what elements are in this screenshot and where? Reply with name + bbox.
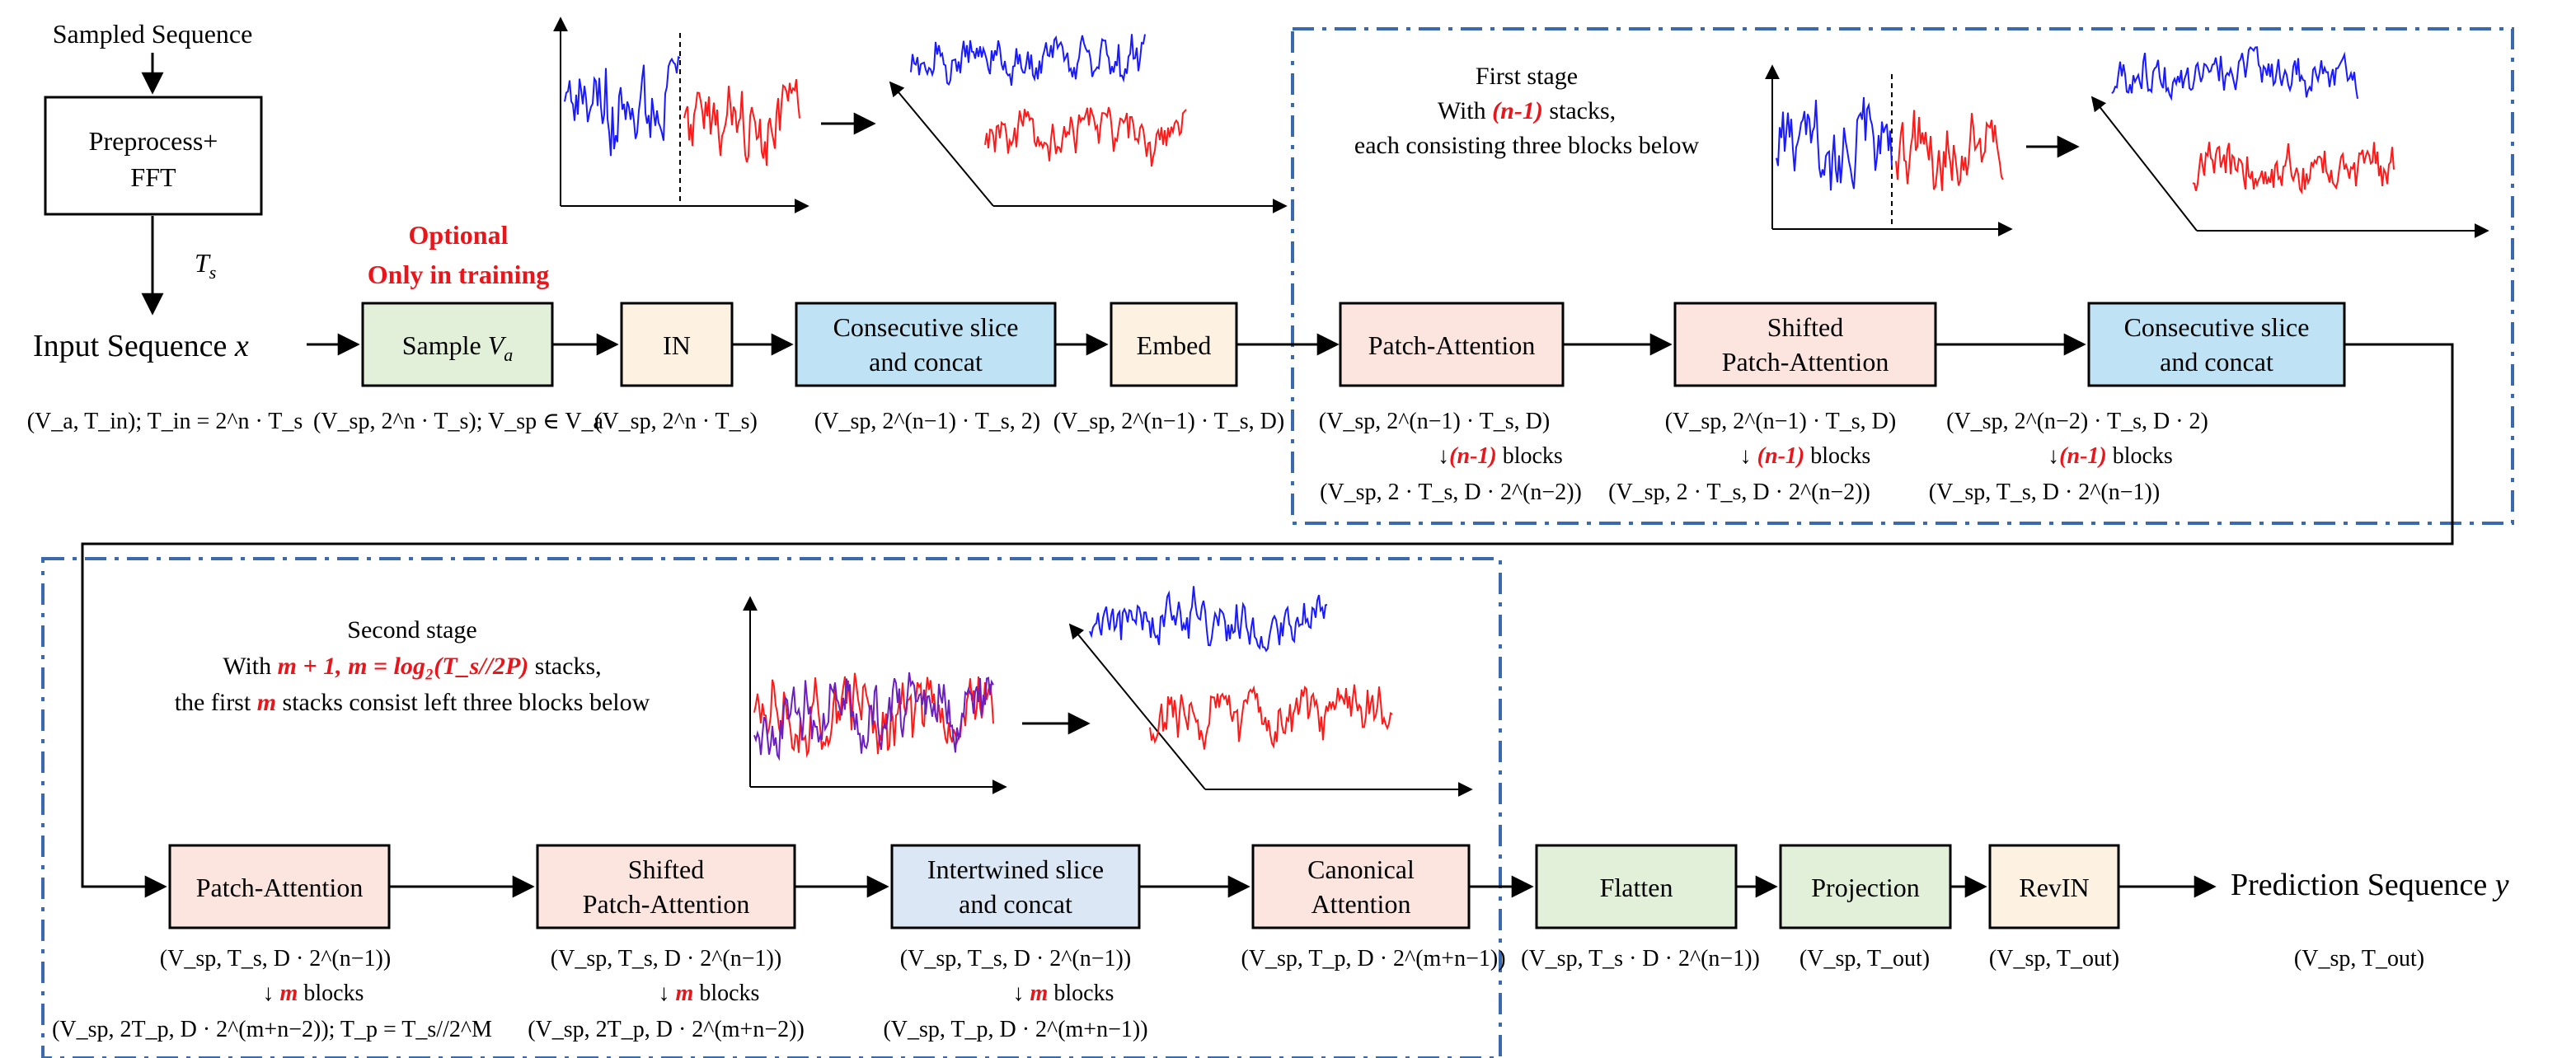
stage1-slice-label-2: and concat	[2160, 347, 2273, 377]
series-plot-split	[553, 16, 809, 213]
projection-shape: (V_sp, T_out)	[1799, 946, 1930, 971]
revin-shape: (V_sp, T_out)	[1989, 946, 2119, 971]
s1-cs-blocks: ↓(n-1) blocks	[2048, 443, 2173, 469]
first-stage-title: First stage	[1476, 63, 1578, 90]
stage2-canonical-label-1: Canonical	[1307, 854, 1415, 884]
series-plot-stacked-stage2	[1068, 586, 1473, 797]
optional-label: Optional	[409, 220, 509, 250]
revin-label: RevIN	[2019, 873, 2089, 902]
stage2-shifted-label-2: Patch-Attention	[583, 889, 750, 919]
series-blue-line	[564, 56, 681, 157]
stage1-slice-label-1: Consecutive slice	[2124, 312, 2310, 342]
series-blue-line	[1776, 96, 1893, 191]
series-plot-stacked	[889, 34, 1288, 213]
series-red-line	[984, 106, 1187, 167]
s1-cs-shape-in: (V_sp, 2^(n−2) · T_s, D · 2)	[1946, 409, 2208, 434]
s1-pa-shape-out: (V_sp, 2 · T_s, D · 2^(n−2))	[1320, 480, 1582, 505]
s2-pa-shape-in: (V_sp, T_s, D · 2^(n−1))	[160, 946, 391, 971]
s2-inter-shape-out: (V_sp, T_p, D · 2^(m+n−1))	[883, 1017, 1147, 1042]
s2-pa-blocks: ↓ m blocks	[263, 981, 364, 1006]
flatten-box	[1535, 844, 1738, 929]
consecutive-slice-label-2: and concat	[869, 347, 983, 377]
s1-cs-shape-out: (V_sp, T_s, D · 2^(n−1))	[1929, 480, 2160, 505]
input-sequence-label: Input Sequence x	[33, 329, 249, 363]
stage2-shifted-label-1: Shifted	[628, 854, 704, 884]
consecutive-slice-label-1: Consecutive slice	[833, 312, 1019, 342]
series-plot-split-stage1	[1765, 64, 2013, 236]
preprocess-label: Preprocess+	[89, 126, 218, 156]
s1-spa-blocks: ↓ (n-1) blocks	[1740, 443, 1871, 469]
slice-shape: (V_sp, 2^(n−1) · T_s, 2)	[814, 409, 1040, 434]
sample-va-label: Sample Va	[402, 330, 514, 365]
s2-inter-shape-in: (V_sp, T_s, D · 2^(n−1))	[900, 946, 1131, 971]
connector-stage1-to-stage2	[81, 343, 2454, 898]
s2-inter-blocks: ↓ m blocks	[1013, 981, 1114, 1006]
first-stage-border	[1291, 27, 2514, 525]
s2-spa-shape-out: (V_sp, 2T_p, D · 2^(m+n−2))	[528, 1017, 805, 1042]
s1-spa-shape-in: (V_sp, 2^(n−1) · T_s, D)	[1665, 409, 1896, 434]
s1-spa-shape-out: (V_sp, 2 · T_s, D · 2^(n−2))	[1608, 480, 1870, 505]
stage2-patch-attention-box	[168, 844, 391, 929]
sampled-sequence-label: Sampled Sequence	[53, 19, 253, 49]
fft-label: FFT	[130, 162, 176, 192]
series-plot-stacked-stage1	[2090, 45, 2489, 238]
series-blue-line	[1089, 586, 1328, 653]
stage2-inter-label-1: Intertwined slice	[927, 854, 1104, 884]
second-stage-stacks: With m + 1, m = log₂(T_s//2P) stacks,	[223, 653, 601, 680]
series-red-line	[1895, 110, 2004, 191]
sample-va-box	[361, 302, 554, 387]
flatten-label: Flatten	[1600, 873, 1673, 902]
preprocess-fft-box	[44, 96, 263, 216]
first-stage-stacks: With (n-1) stacks,	[1438, 97, 1616, 124]
stage2-canonical-label-2: Attention	[1311, 889, 1411, 919]
s2-spa-blocks: ↓ m blocks	[659, 981, 760, 1006]
series-blue-line	[753, 672, 994, 761]
stage2-canonical-attention-box	[1251, 844, 1471, 929]
second-stage-desc: the first m stacks consist left three bl…	[175, 689, 650, 716]
prediction-sequence-label: Prediction Sequence y	[2231, 868, 2509, 902]
consecutive-slice-box	[795, 302, 1057, 387]
stage1-consecutive-slice-box	[2087, 302, 2346, 387]
s2-canonical-shape: (V_sp, T_p, D · 2^(m+n−1))	[1241, 946, 1505, 971]
embed-box	[1110, 302, 1238, 387]
series-red-line	[1149, 684, 1393, 750]
prediction-shape: (V_sp, T_out)	[2294, 946, 2424, 971]
s1-pa-blocks: ↓(n-1) blocks	[1438, 443, 1563, 469]
first-stage-desc: each consisting three blocks below	[1354, 132, 1700, 159]
stage2-inter-label-2: and concat	[959, 889, 1072, 919]
revin-box	[1988, 844, 2120, 929]
series-red-line	[683, 79, 800, 166]
stage1-shifted-patch-attention-box	[1673, 302, 1937, 387]
embed-label: Embed	[1137, 330, 1212, 360]
series-plot-overlay	[743, 596, 1007, 794]
flatten-shape: (V_sp, T_s · D · 2^(n−1))	[1521, 946, 1760, 971]
embed-shape: (V_sp, 2^(n−1) · T_s, D)	[1053, 409, 1284, 434]
input-shape: (V_a, T_in); T_in = 2^n · T_s	[27, 409, 303, 434]
stage1-patch-attention-label: Patch-Attention	[1368, 330, 1536, 360]
second-stage-border	[41, 557, 1502, 1058]
series-blue-line	[2111, 45, 2358, 101]
s2-spa-shape-in: (V_sp, T_s, D · 2^(n−1))	[551, 946, 781, 971]
series-red-line	[2192, 142, 2395, 194]
in-shape: (V_sp, 2^n · T_s)	[594, 409, 758, 434]
stage1-patch-attention-box	[1339, 302, 1565, 387]
stage2-patch-attention-label: Patch-Attention	[196, 873, 364, 902]
ts-label: Ts	[195, 248, 216, 283]
in-label: IN	[663, 330, 691, 360]
stage1-shifted-label-2: Patch-Attention	[1722, 347, 1889, 377]
s1-pa-shape-in: (V_sp, 2^(n−1) · T_s, D)	[1319, 409, 1550, 434]
sample-shape: (V_sp, 2^n · T_s); V_sp ∈ V_a	[313, 409, 604, 434]
second-stage-title: Second stage	[347, 616, 476, 644]
projection-label: Projection	[1811, 873, 1920, 902]
stage1-shifted-label-1: Shifted	[1767, 312, 1843, 342]
s2-pa-shape-out: (V_sp, 2T_p, D · 2^(m+n−2)); T_p = T_s//…	[52, 1017, 492, 1042]
projection-box	[1779, 844, 1952, 929]
only-in-training-label: Only in training	[368, 260, 550, 289]
in-box	[620, 302, 734, 387]
series-blue-line	[910, 34, 1146, 87]
